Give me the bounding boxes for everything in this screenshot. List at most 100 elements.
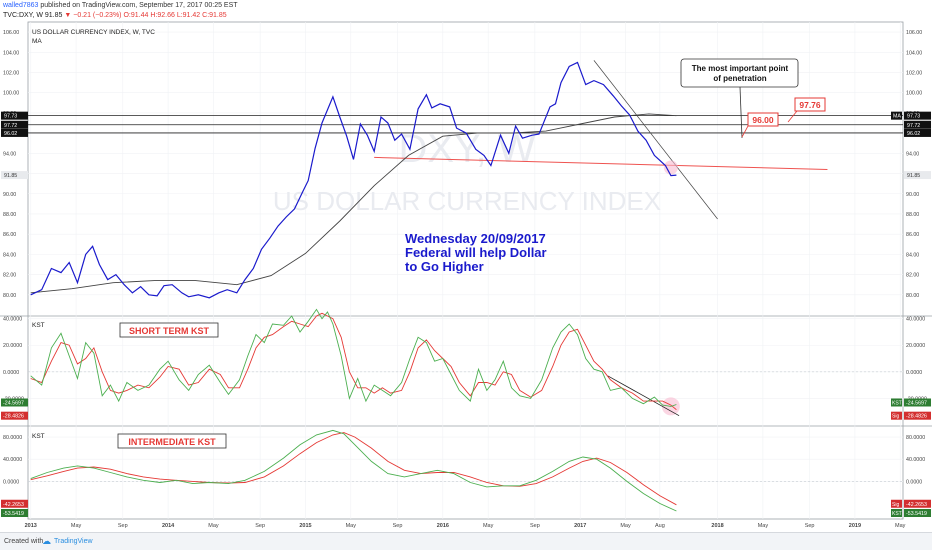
y-tick-label-left: 100.00 — [3, 91, 19, 97]
axis-labels: 2013 May Sep 2014 May Sep 2015 May Sep 2016 May Sep… — [3, 30, 927, 529]
y-tick-label-right: 100.00 — [906, 91, 922, 97]
symbol-line: TVC:DXY, W 91.85 ▼ −0.21 (−0.23%) O:91.4… — [3, 11, 227, 20]
chart-labels: US DOLLAR CURRENCY INDEX, W, TVC MA KST … — [32, 29, 826, 449]
time-tick-label: 2015 — [299, 523, 311, 529]
chart-canvas[interactable]: DXY, W US DOLLAR CURRENCY INDEX US DOLLA… — [0, 0, 932, 532]
time-tick-label: Sep — [255, 523, 265, 529]
kst-line-1 — [30, 308, 677, 407]
y-tick-label-left: 106.00 — [3, 30, 19, 36]
support-trend-line — [374, 156, 828, 171]
int-kst-title: INTERMEDIATE KST — [128, 437, 216, 447]
kst-tag-bg-left — [1, 499, 28, 508]
kst-short-label: KST — [32, 322, 45, 329]
kst-trend-line — [607, 375, 680, 417]
publish-header: walled7863 published on TradingView.com,… — [3, 1, 238, 10]
watermark-name: US DOLLAR CURRENCY INDEX — [273, 186, 661, 216]
y-tick-label-right: 82.00 — [906, 273, 919, 279]
box-9776[interactable]: 97.76 — [787, 97, 826, 123]
y-tick-label-left: 40.0000 — [3, 317, 22, 323]
kst-name-tag: KST — [892, 400, 902, 406]
box-96-text: 96.00 — [752, 115, 774, 125]
kst-value-right: -42.2653 — [906, 502, 927, 508]
ohlc-close: C:91.85 — [202, 12, 227, 19]
y-tick-label-left: 0.0000 — [3, 370, 19, 376]
price-tag-right: 97.72 — [907, 123, 920, 129]
ohlc-high: H:92.66 — [150, 12, 175, 19]
kst-line-2 — [30, 429, 677, 512]
main-indicator-label: MA — [32, 38, 42, 45]
kst-int-label: KST — [32, 433, 45, 440]
kst-name-tag-bg — [891, 411, 902, 420]
time-tick-label: Aug — [655, 523, 665, 529]
signal-line-2 — [30, 432, 677, 506]
time-tick-label: May — [346, 523, 357, 529]
callout-text-1: The most important point — [692, 64, 789, 73]
y-tick-label-right: 84.00 — [906, 252, 919, 258]
y-tick-label-left: 20.0000 — [3, 343, 22, 349]
price-tag-right: 91.85 — [907, 173, 920, 179]
price-tag-left: 97.72 — [4, 123, 17, 129]
y-tick-label-left: 86.00 — [3, 232, 16, 238]
callout-text-2: of penetration — [713, 74, 766, 83]
y-tick-label-right: 80.00 — [906, 293, 919, 299]
kst-tag-bg-left — [1, 411, 28, 420]
ma-tag: MA — [893, 114, 901, 120]
annotation-line-1: Wednesday 20/09/2017 — [405, 231, 546, 246]
price-tag-left: 97.73 — [4, 114, 17, 120]
signal-line-1 — [30, 312, 677, 411]
symbol-name: TVC:DXY, W — [3, 12, 43, 19]
author-link[interactable]: walled7863 — [3, 2, 39, 9]
price-tag-bg-right — [904, 120, 931, 129]
ohlc-low: L:91.42 — [176, 12, 201, 19]
chart-frame — [0, 21, 932, 520]
kst-name-tag-bg — [891, 398, 902, 407]
y-tick-label-left: 94.00 — [3, 151, 16, 157]
time-tick-label: Sep — [530, 523, 540, 529]
kst-value-left: -53.5419 — [3, 511, 24, 517]
time-tick-label: Sep — [393, 523, 403, 529]
y-tick-label-right: 94.00 — [906, 151, 919, 157]
kst-value-right: -53.5419 — [906, 511, 927, 517]
footer-created: Created with — [4, 538, 44, 545]
price-tag-right: 97.73 — [907, 114, 920, 120]
y-tick-label-right: 40.0000 — [906, 457, 925, 463]
published-text: published on TradingView.com, September … — [40, 2, 238, 9]
price-tag-bg-right — [904, 171, 931, 180]
y-tick-label-right: 106.00 — [906, 30, 922, 36]
y-tick-label-left: 88.00 — [3, 212, 16, 218]
kst-value-right: -24.5697 — [906, 400, 927, 406]
short-kst-title: SHORT TERM KST — [129, 326, 210, 336]
price-line — [30, 61, 677, 299]
main-title: US DOLLAR CURRENCY INDEX, W, TVC — [32, 29, 155, 36]
kst-tag-bg-left — [1, 398, 28, 407]
kst-value-left: -24.5697 — [3, 400, 24, 406]
time-tick-label: May — [208, 523, 219, 529]
time-tick-label: 2016 — [437, 523, 449, 529]
time-tick-label: 2019 — [849, 523, 861, 529]
resistance-trend-line — [593, 60, 718, 220]
box-96[interactable]: 96.00 — [741, 112, 779, 138]
box-9776-text: 97.76 — [799, 100, 821, 110]
kst-value-left: -28.4826 — [3, 414, 24, 420]
footer-bar: Created with ☁ TradingView — [0, 532, 932, 550]
callout-penetration[interactable]: The most important point of penetration — [680, 58, 799, 139]
kst-value-right: -28.4826 — [906, 414, 927, 420]
price-tag-bg-left — [1, 171, 28, 180]
plot-border — [27, 21, 904, 520]
price-tag-bg-left — [1, 111, 28, 120]
tradingview-logo-icon: ☁ — [42, 536, 51, 546]
y-tick-label-right: 0.0000 — [906, 479, 922, 485]
time-tick-label: Sep — [118, 523, 128, 529]
y-tick-label-right: 88.00 — [906, 212, 919, 218]
kst-name-tag-bg — [891, 499, 902, 508]
y-tick-label-left: 102.00 — [3, 71, 19, 77]
footer-brand[interactable]: TradingView — [54, 538, 93, 545]
annotation-line-3: to Go Higher — [405, 259, 484, 274]
y-tick-label-left: 90.00 — [3, 192, 16, 198]
ma-tag-bg — [891, 111, 902, 120]
y-tick-label-right: 0.0000 — [906, 370, 922, 376]
last-price: 91.85 — [44, 12, 63, 19]
kst-name-tag: KST — [892, 511, 902, 517]
highlight-circle — [663, 160, 678, 175]
price-change: ▼ −0.21 (−0.23%) — [64, 12, 122, 19]
